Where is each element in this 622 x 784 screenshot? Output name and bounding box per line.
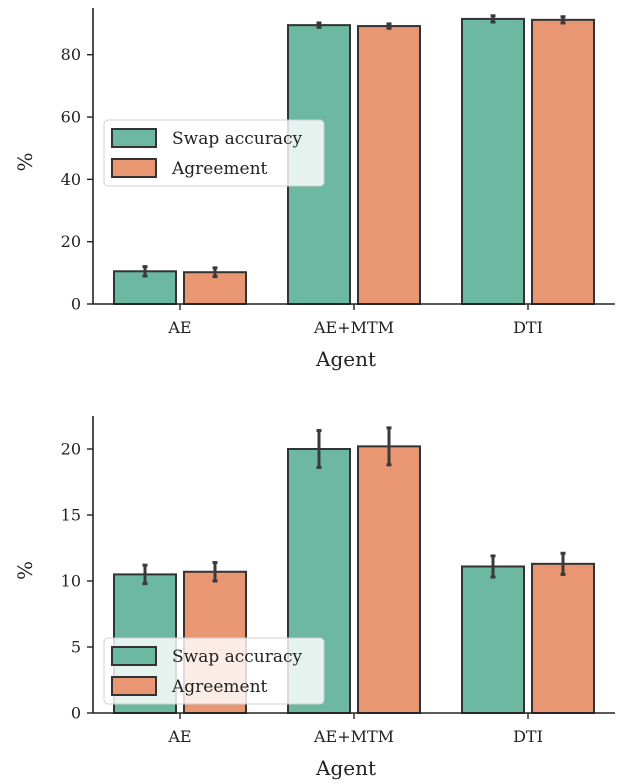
x-tick-label: AE [167,727,191,746]
x-tick-label: AE+MTM [313,727,394,746]
x-axis-label: Agent [315,347,376,371]
legend-box [103,119,325,187]
y-tick-label: 15 [61,506,81,525]
legend-box [103,637,325,705]
y-tick-label: 80 [61,45,81,64]
x-tick-label: DTI [513,318,543,337]
legend-swatch [111,646,157,666]
bar-agreement-ae-mtm [357,25,421,305]
chart-panel-2: 0 5 10 15 20 AE AE+MTM DTI Agent% Swap accuracy Ag… [13,416,615,780]
legend-swatch [111,676,157,696]
legend-label: Agreement [171,677,268,697]
legend-label: Agreement [171,159,268,179]
y-axis-label: % [13,152,37,171]
legend: Swap accuracy Agreement [103,637,325,705]
x-axis-label: Agent [315,756,376,780]
x-tick-label: AE+MTM [313,318,394,337]
bar-agreement-dti [531,562,595,715]
y-tick-label: 20 [61,232,81,251]
x-tick-label: AE [167,318,191,337]
legend-swatch [111,158,157,178]
y-tick-label: 0 [71,295,81,314]
legend-label: Swap accuracy [172,129,303,149]
legend-swatch [111,128,157,148]
bar-agreement-ae-mtm [357,445,421,714]
bar-agreement-dti [531,18,595,306]
y-axis-label: % [13,561,37,580]
y-tick-label: 20 [61,440,81,459]
x-tick-label: DTI [513,727,543,746]
bar-swap-accuracy-dti [461,565,525,714]
chart-panel-1: 0 20 40 60 80 AE AE+MTM DTI Agent% Swap accuracy A… [13,8,615,371]
legend-label: Swap accuracy [172,647,303,667]
bar-swap-accuracy-dti [461,17,525,305]
y-tick-label: 10 [61,572,81,591]
y-tick-label: 5 [71,638,81,657]
legend: Swap accuracy Agreement [103,119,325,187]
y-tick-label: 60 [61,108,81,127]
y-tick-label: 0 [71,704,81,723]
y-tick-label: 40 [61,170,81,189]
